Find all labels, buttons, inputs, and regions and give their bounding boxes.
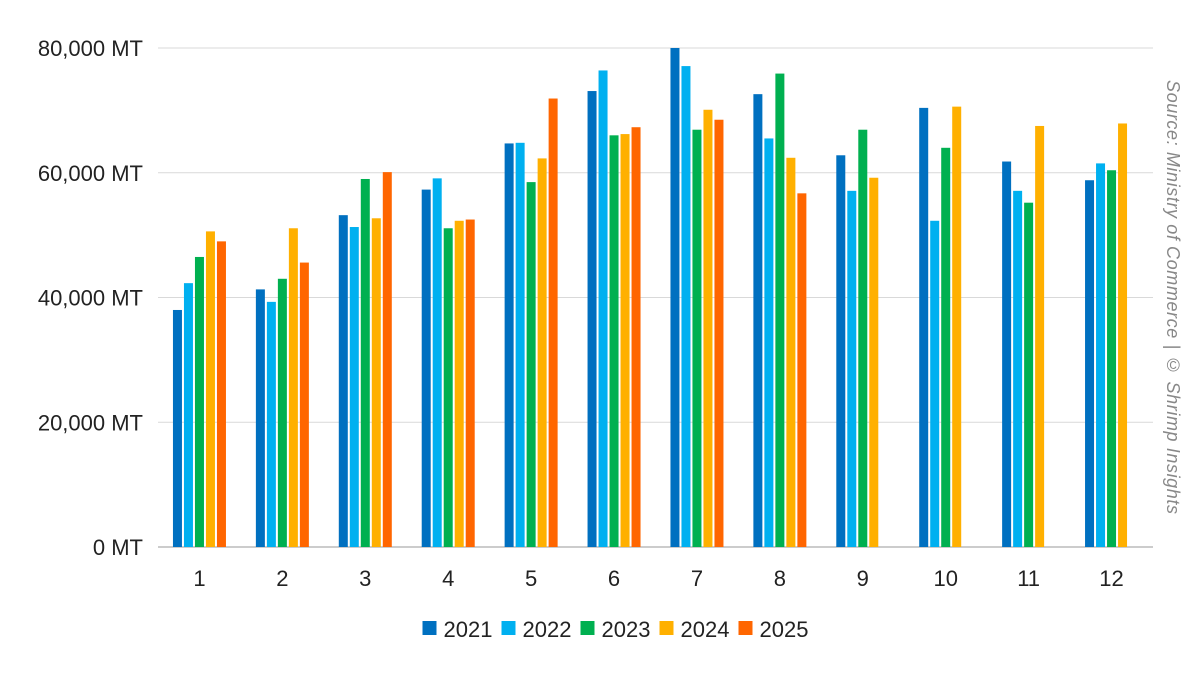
x-tick-label: 3: [359, 566, 371, 591]
bar-2022-5: [515, 142, 525, 547]
legend-swatch-2021: [422, 621, 437, 635]
bar-2023-2: [277, 278, 287, 547]
bar-2021-10: [919, 107, 929, 547]
legend-label-2023: 2023: [602, 617, 651, 642]
bar-2025-6: [631, 127, 641, 547]
bar-2023-12: [1107, 170, 1117, 547]
bar-2021-7: [670, 48, 680, 547]
bars: [172, 48, 1128, 548]
gridlines: [158, 47, 1153, 548]
bar-2021-3: [338, 215, 348, 548]
bar-2023-8: [775, 73, 785, 547]
bar-2023-4: [443, 228, 453, 548]
bar-2022-8: [764, 138, 774, 547]
x-tick-label: 8: [774, 566, 786, 591]
bar-2022-1: [183, 283, 193, 547]
bar-2021-6: [587, 91, 597, 547]
bar-2024-12: [1118, 123, 1128, 547]
y-tick-label: 60,000 MT: [38, 161, 143, 186]
y-axis-tick-labels: 0 MT 20,000 MT 40,000 MT 60,000 MT 80,000 MT: [38, 36, 143, 560]
bar-2024-10: [952, 106, 962, 547]
bar-2022-4: [432, 178, 442, 547]
bar-2025-5: [548, 98, 558, 548]
bar-2022-3: [349, 227, 359, 548]
bar-2023-5: [526, 182, 536, 547]
bar-2021-12: [1085, 180, 1095, 548]
bar-2025-2: [299, 262, 309, 547]
bar-2024-11: [1035, 125, 1045, 547]
bar-2021-2: [255, 289, 265, 547]
x-tick-label: 2: [276, 566, 288, 591]
bar-2024-3: [371, 218, 381, 547]
y-tick-label: 0 MT: [93, 535, 143, 560]
bar-2023-9: [858, 129, 868, 547]
bar-2024-8: [786, 157, 796, 547]
bar-2024-7: [703, 109, 713, 547]
x-tick-label: 9: [857, 566, 869, 591]
bar-2024-6: [620, 134, 630, 547]
bar-2024-1: [205, 231, 215, 547]
bar-2024-2: [288, 228, 298, 548]
x-tick-label: 5: [525, 566, 537, 591]
bar-2023-10: [941, 147, 951, 548]
legend-swatch-2022: [501, 621, 516, 635]
bar-2022-9: [847, 190, 857, 547]
legend-swatch-2025: [738, 621, 753, 635]
legend-label-2022: 2022: [523, 617, 572, 642]
bar-2025-7: [714, 119, 724, 547]
y-tick-label: 20,000 MT: [38, 410, 143, 435]
x-tick-label: 4: [442, 566, 454, 591]
source-credit: Source: Ministry of Commerce | © Shrimp …: [1163, 80, 1183, 515]
bar-2021-5: [504, 143, 514, 547]
bar-2024-9: [869, 177, 879, 548]
bar-2021-9: [836, 155, 846, 547]
x-axis-tick-labels: 1 2 3 4 5 6 7 8 9 10 11 12: [193, 566, 1123, 591]
bar-2021-4: [421, 189, 431, 547]
bar-2024-4: [454, 220, 464, 547]
x-tick-label: 11: [1017, 566, 1040, 591]
bar-2025-8: [797, 193, 807, 548]
x-tick-label: 7: [691, 566, 703, 591]
bar-2021-11: [1002, 161, 1012, 547]
bar-2022-10: [930, 220, 940, 547]
bar-2025-1: [216, 241, 226, 548]
bar-2022-12: [1096, 163, 1106, 548]
bar-2022-7: [681, 66, 691, 548]
bar-2022-11: [1013, 190, 1023, 547]
bar-2023-11: [1024, 202, 1034, 547]
bar-2023-3: [360, 178, 370, 548]
bar-2023-1: [194, 256, 204, 547]
bar-2022-6: [598, 70, 608, 547]
bar-2022-2: [266, 301, 276, 547]
legend-swatch-2023: [580, 621, 595, 635]
x-tick-label: 10: [933, 566, 957, 591]
y-tick-label: 40,000 MT: [38, 286, 143, 311]
bar-2025-3: [382, 172, 392, 547]
bar-2024-5: [537, 158, 547, 547]
legend: 2021 2022 2023 2024 2025: [422, 617, 809, 642]
legend-label-2025: 2025: [760, 617, 809, 642]
x-tick-label: 12: [1099, 566, 1123, 591]
bar-2023-6: [609, 135, 619, 547]
x-tick-label: 1: [193, 566, 205, 591]
bar-2023-7: [692, 129, 702, 547]
legend-label-2024: 2024: [681, 617, 730, 642]
bar-2021-8: [753, 94, 763, 547]
x-tick-label: 6: [608, 566, 620, 591]
y-tick-label: 80,000 MT: [38, 36, 143, 61]
legend-swatch-2024: [659, 621, 674, 635]
legend-label-2021: 2021: [444, 617, 493, 642]
bar-2021-1: [172, 309, 182, 547]
bar-2025-4: [465, 219, 475, 547]
